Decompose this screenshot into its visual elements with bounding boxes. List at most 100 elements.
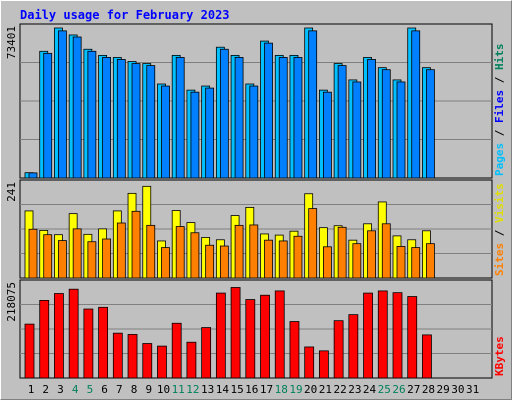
- bar-sites-day-13: [205, 244, 215, 279]
- x-tick-label-day-30: 30: [451, 383, 464, 396]
- bar-files-day-3: [58, 30, 67, 179]
- bar-sites-day-8: [131, 210, 141, 279]
- bar-files-day-20: [308, 30, 318, 179]
- x-tick-label-day-24: 24: [363, 383, 377, 396]
- bar-sites-day-18: [278, 240, 288, 279]
- bar-sites-day-25: [381, 223, 391, 279]
- bar-sites-day-10: [161, 247, 170, 279]
- bar-sites-day-12: [190, 232, 200, 279]
- x-tick-label-day-16: 16: [245, 383, 258, 396]
- x-tick-label-day-7: 7: [116, 383, 123, 396]
- bar-kbytes-day-14: [215, 292, 226, 379]
- bar-kbytes-day-16: [245, 299, 256, 379]
- x-tick-label-day-23: 23: [348, 383, 361, 396]
- bar-kbytes-day-13: [201, 327, 212, 379]
- bar-sites-day-3: [58, 240, 67, 279]
- x-tick-label-day-21: 21: [319, 383, 332, 396]
- bar-kbytes-day-8: [127, 334, 138, 379]
- bar-kbytes-day-18: [274, 290, 285, 379]
- legend-segment: /: [493, 123, 506, 143]
- x-tick-label-day-18: 18: [275, 383, 288, 396]
- bar-kbytes-day-24: [363, 292, 373, 379]
- bar-files-day-16: [249, 85, 259, 179]
- x-tick-label-day-2: 2: [42, 383, 49, 396]
- bar-kbytes-day-17: [260, 294, 270, 379]
- bar-sites-day-14: [219, 245, 229, 279]
- bar-files-day-27: [411, 30, 421, 179]
- legend-segment: /: [493, 70, 506, 90]
- legend-segment: Pages: [493, 143, 506, 176]
- panel-visits-legend: Sites / Visits: [493, 183, 506, 276]
- x-tick-label-day-25: 25: [378, 383, 391, 396]
- bar-kbytes-day-28: [422, 334, 432, 379]
- x-tick-label-day-4: 4: [72, 383, 79, 396]
- bar-kbytes-day-15: [230, 287, 241, 379]
- x-tick-label-day-15: 15: [230, 383, 243, 396]
- x-tick-label-day-13: 13: [201, 383, 214, 396]
- x-tick-label-day-12: 12: [186, 383, 199, 396]
- bar-sites-day-27: [411, 247, 421, 279]
- bar-files-day-14: [219, 48, 229, 179]
- bar-files-day-7: [116, 59, 126, 179]
- bar-files-day-15: [234, 57, 244, 179]
- bar-kbytes-day-20: [304, 346, 315, 379]
- bar-files-day-18: [278, 57, 288, 179]
- bar-kbytes-day-9: [142, 343, 153, 379]
- legend-segment: Sites: [493, 243, 506, 276]
- chart-title: Daily usage for February 2023: [20, 8, 230, 22]
- x-tick-label-day-31: 31: [466, 383, 479, 396]
- bar-kbytes-day-19: [289, 321, 300, 379]
- bar-sites-day-15: [234, 224, 244, 279]
- legend-segment: Hits: [493, 44, 506, 71]
- x-tick-label-day-9: 9: [145, 383, 152, 396]
- bar-files-day-11: [175, 57, 185, 179]
- bar-files-day-9: [146, 65, 156, 179]
- legend-segment: KBytes: [493, 336, 506, 376]
- legend-segment: /: [493, 223, 506, 243]
- bar-files-day-19: [293, 57, 303, 179]
- bar-sites-day-4: [72, 228, 82, 279]
- x-tick-label-day-6: 6: [101, 383, 108, 396]
- bar-kbytes-day-11: [171, 322, 182, 379]
- x-tick-label-day-11: 11: [172, 383, 185, 396]
- bar-kbytes-day-26: [392, 292, 403, 379]
- bar-files-day-10: [161, 85, 170, 179]
- bar-sites-day-9: [146, 224, 156, 279]
- x-tick-label-day-22: 22: [333, 383, 346, 396]
- bar-files-day-22: [337, 65, 347, 179]
- bar-sites-day-21: [322, 246, 332, 279]
- bar-files-day-2: [43, 52, 53, 179]
- bar-files-day-23: [352, 81, 362, 179]
- bar-files-day-13: [205, 87, 215, 179]
- bar-sites-day-19: [293, 235, 303, 279]
- x-tick-label-day-29: 29: [437, 383, 450, 396]
- bar-files-day-5: [87, 50, 97, 179]
- bar-kbytes-day-27: [407, 296, 418, 379]
- bar-sites-day-23: [352, 243, 362, 279]
- bar-sites-day-6: [102, 238, 111, 279]
- bar-sites-day-1: [28, 228, 38, 279]
- x-tick-label-day-5: 5: [87, 383, 94, 396]
- bar-kbytes-day-23: [348, 314, 359, 379]
- bar-kbytes-day-22: [333, 320, 344, 379]
- bar-kbytes-day-12: [186, 341, 197, 379]
- x-tick-label-day-20: 20: [304, 383, 317, 396]
- legend-segment: Visits: [493, 183, 506, 223]
- bar-files-day-4: [72, 36, 82, 179]
- bar-sites-day-17: [264, 239, 273, 279]
- bar-sites-day-7: [116, 222, 126, 279]
- x-tick-label-day-8: 8: [131, 383, 138, 396]
- bar-sites-day-28: [426, 243, 435, 279]
- x-tick-label-day-14: 14: [216, 383, 230, 396]
- bar-files-day-26: [396, 81, 406, 179]
- panel-hits-max-label: 73401: [5, 26, 18, 59]
- bar-kbytes-day-7: [112, 332, 123, 379]
- bar-sites-day-5: [87, 241, 97, 279]
- bar-sites-day-11: [175, 226, 185, 279]
- bar-kbytes-day-3: [54, 293, 64, 379]
- bar-sites-day-26: [396, 246, 406, 279]
- x-tick-label-day-3: 3: [57, 383, 64, 396]
- bar-kbytes-day-2: [39, 300, 50, 379]
- x-tick-label-day-10: 10: [157, 383, 170, 396]
